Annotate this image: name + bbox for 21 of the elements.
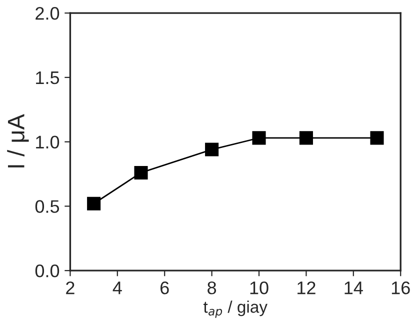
x-axis-title: t$_{ap}$ / giay: [203, 300, 268, 318]
x-tick-label: 10: [250, 281, 268, 294]
y-tick-label: 0.5: [35, 200, 60, 213]
y-axis-title: I / μA: [7, 114, 29, 168]
y-tick-label: 0.0: [35, 264, 60, 278]
point: [299, 131, 313, 145]
y-tick-label: 1.5: [36, 72, 60, 84]
x-tick-label: 14: [344, 282, 363, 294]
x-tick-label: 16: [392, 281, 410, 294]
point: [134, 166, 148, 180]
point: [370, 131, 384, 145]
x-tick-label: 12: [298, 281, 316, 294]
x-tick-label: 2: [66, 281, 74, 294]
y-tick-label: 2.0: [36, 6, 60, 20]
point: [87, 196, 101, 210]
x-tick-label: 6: [160, 281, 169, 294]
point: [205, 142, 219, 156]
point: [252, 131, 266, 145]
x-tick-label: 8: [208, 281, 216, 294]
y-tick-label: 1.0: [36, 136, 60, 149]
x-tick-label: 4: [112, 282, 122, 294]
